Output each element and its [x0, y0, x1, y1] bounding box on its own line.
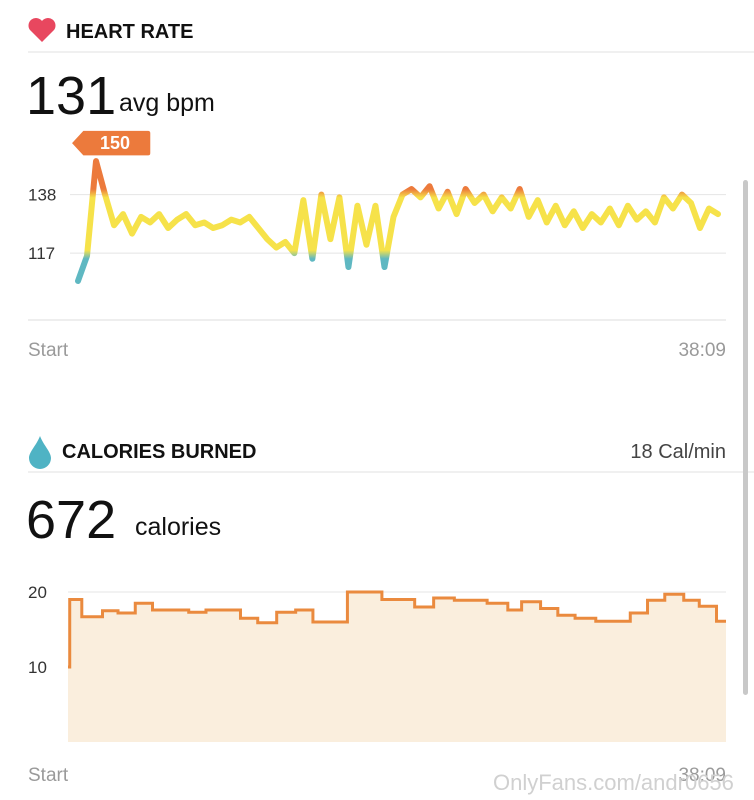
section-title: HEART RATE — [66, 21, 193, 43]
calorie-line — [68, 590, 726, 669]
y-tick-label: 10 — [28, 658, 47, 677]
rate: 18 Cal/min — [630, 441, 726, 463]
annotation-tag — [70, 129, 152, 157]
x-tick-label: 38:09 — [678, 340, 726, 361]
total-value: 672 — [26, 490, 116, 550]
x-tick-label: Start — [28, 765, 69, 786]
section-title: CALORIES BURNED — [62, 441, 256, 463]
calorie-area — [68, 592, 726, 742]
x-tick-label: 38:09 — [678, 765, 726, 786]
avg-unit: avg bpm — [119, 89, 215, 117]
total-unit: calories — [135, 513, 221, 541]
avg-value: 131 — [26, 66, 116, 126]
heart-icon — [28, 18, 56, 42]
heart-rate-line — [75, 158, 721, 284]
annotation-label: 150 — [100, 133, 130, 153]
y-tick-label: 20 — [28, 583, 47, 602]
flame-icon — [29, 436, 51, 469]
x-tick-label: Start — [28, 340, 69, 361]
y-tick-label: 138 — [28, 186, 56, 205]
scrollbar — [743, 180, 748, 695]
watermark: OnlyFans.com/andr0656 — [493, 770, 734, 795]
y-tick-label: 117 — [28, 244, 55, 263]
